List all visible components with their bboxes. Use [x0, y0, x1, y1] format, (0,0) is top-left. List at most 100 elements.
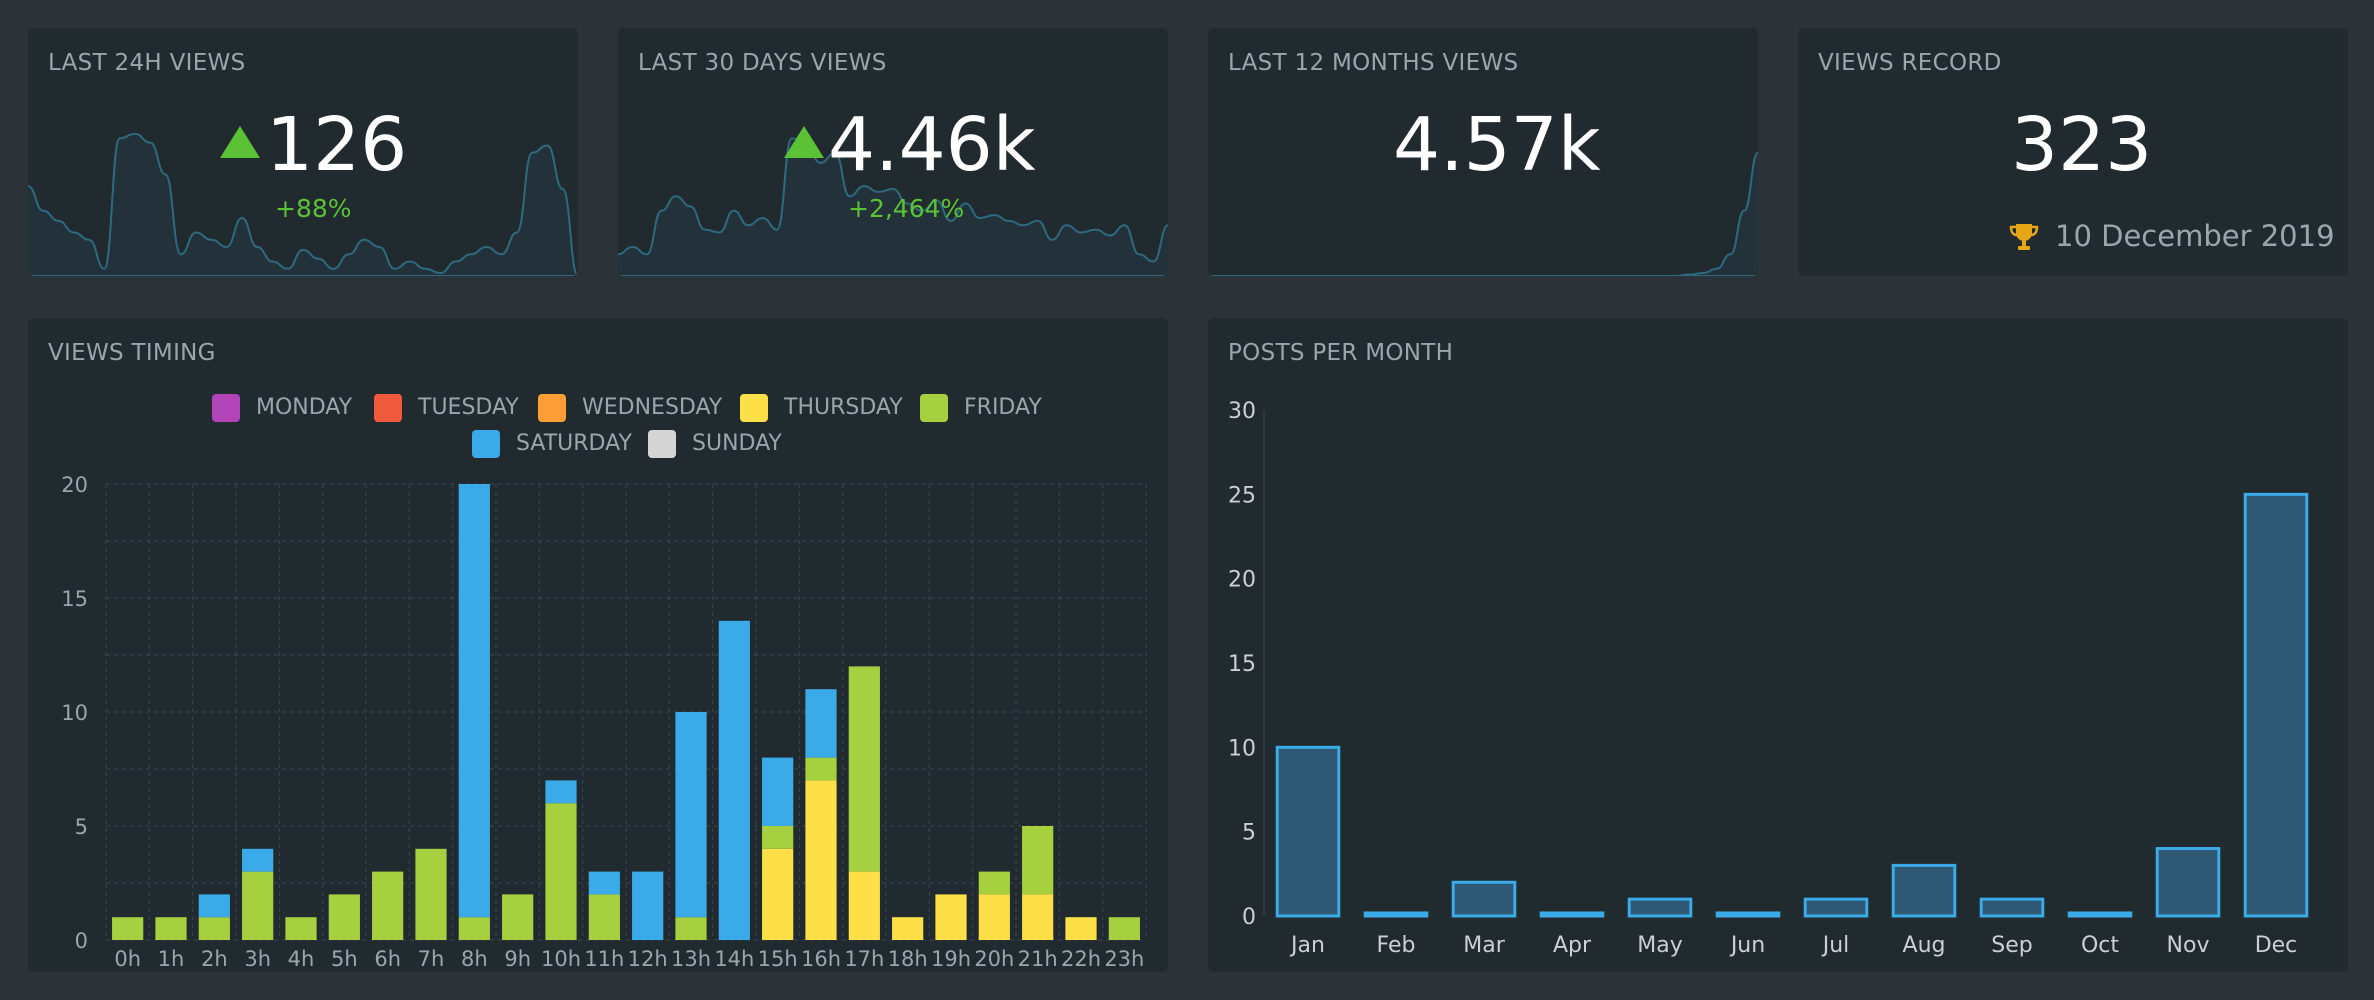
bar-segment-friday[interactable] [112, 917, 144, 940]
trend-up-icon [784, 126, 824, 158]
bar-segment-friday[interactable] [1022, 826, 1054, 895]
card-value: 4.57k [1393, 102, 1601, 188]
bar-segment-thursday[interactable] [805, 780, 837, 940]
x-tick-label: 12h [628, 947, 668, 971]
bar-segment-friday[interactable] [415, 848, 447, 940]
legend-label: TUESDAY [418, 395, 519, 420]
bar-jun[interactable] [1715, 911, 1781, 918]
x-tick-label: 0h [114, 947, 141, 971]
legend-label: MONDAY [256, 395, 353, 420]
views-timing-chart: 0 5 10 15 20 0h 1h 2h 3h 4h 5h 6h 7h 8h 9h 10h 11h 12h 13h… [61, 473, 1147, 971]
bar-segment-saturday[interactable] [718, 620, 750, 940]
bar-segment-thursday[interactable] [848, 871, 880, 940]
x-tick-label: 13h [671, 947, 711, 971]
bar-apr[interactable] [1539, 911, 1605, 918]
card-change: +2,464% [848, 194, 965, 223]
legend-swatch [648, 430, 676, 458]
bar-segment-friday[interactable] [328, 894, 360, 940]
bar-sep[interactable] [1979, 897, 2045, 918]
card-last-12-months-views: LAST 12 MONTHS VIEWS 4.57k [1208, 28, 1758, 276]
bar-segment-friday[interactable] [198, 917, 230, 940]
y-tick-label: 0 [1242, 905, 1256, 930]
x-tick-label: 11h [584, 947, 624, 971]
x-tick-label: Jun [1729, 933, 1765, 958]
bar-segment-friday[interactable] [458, 917, 490, 940]
bar-segment-thursday[interactable] [978, 894, 1010, 940]
bar-segment-saturday[interactable] [198, 894, 230, 918]
bar-segment-friday[interactable] [502, 894, 534, 940]
x-tick-label: Apr [1553, 933, 1592, 958]
bar-segment-friday[interactable] [762, 826, 794, 849]
bar-segment-saturday[interactable] [762, 757, 794, 826]
bar-segment-saturday[interactable] [588, 871, 620, 895]
bar-segment-saturday[interactable] [675, 712, 707, 918]
bar-segment-friday[interactable] [372, 871, 404, 940]
bar-nov[interactable] [2155, 847, 2221, 918]
x-tick-label: 23h [1104, 947, 1144, 971]
bar-segment-friday[interactable] [588, 894, 620, 940]
y-tick-label: 10 [1228, 736, 1256, 761]
bar-jul[interactable] [1803, 897, 1869, 918]
bar-oct[interactable] [2067, 911, 2133, 918]
bar-aug[interactable] [1891, 863, 1957, 918]
bar-segment-saturday[interactable] [242, 848, 274, 872]
card-value: 4.46k [828, 102, 1036, 188]
y-tick-label: 5 [75, 815, 88, 839]
bar-segment-friday[interactable] [675, 917, 707, 940]
x-tick-label: Nov [2167, 933, 2210, 958]
bar-segment-saturday[interactable] [545, 780, 577, 804]
bar-segment-saturday[interactable] [632, 871, 664, 940]
x-tick-label: 22h [1061, 947, 1101, 971]
bar-may[interactable] [1627, 897, 1693, 918]
x-tick-label: May [1637, 933, 1682, 958]
y-tick-label: 25 [1228, 483, 1256, 508]
bar-segment-thursday[interactable] [935, 894, 967, 940]
card-last-30-days-views: LAST 30 DAYS VIEWS 4.46k +2,464% [618, 28, 1168, 276]
bar-segment-friday[interactable] [1108, 917, 1140, 940]
bar-jan[interactable] [1275, 745, 1341, 918]
x-tick-label: 15h [758, 947, 798, 971]
sparkline-area [618, 138, 1168, 276]
bar-segment-thursday[interactable] [762, 848, 794, 940]
x-tick-label: Aug [1903, 933, 1946, 958]
trend-up-icon [220, 126, 260, 158]
bar-segment-saturday[interactable] [805, 689, 837, 758]
x-tick-label: 16h [801, 947, 841, 971]
bar-segment-friday[interactable] [545, 803, 577, 940]
bar-segment-thursday[interactable] [1022, 894, 1054, 940]
x-tick-label: 10h [541, 947, 581, 971]
bar-dec[interactable] [2243, 492, 2309, 918]
bar-segment-friday[interactable] [805, 757, 837, 781]
legend-label: FRIDAY [964, 395, 1042, 420]
x-tick-label: Dec [2255, 933, 2298, 958]
y-tick-label: 5 [1242, 821, 1256, 846]
x-tick-label: 14h [714, 947, 754, 971]
legend-label: WEDNESDAY [582, 395, 723, 420]
x-tick-label: 9h [504, 947, 531, 971]
bar-segment-thursday[interactable] [1065, 917, 1097, 940]
card-value: 126 [266, 102, 408, 188]
legend-swatch [920, 394, 948, 422]
bar-segment-friday[interactable] [285, 917, 317, 940]
bar-mar[interactable] [1451, 880, 1517, 918]
card-views-record: VIEWS RECORD 323 10 December 2019 [1798, 28, 2348, 276]
legend-swatch [472, 430, 500, 458]
trophy-icon [2009, 224, 2039, 250]
card-last-24h-views: LAST 24H VIEWS 126 +88% [28, 28, 578, 276]
bar-segment-friday[interactable] [242, 871, 274, 940]
legend-label: THURSDAY [784, 395, 903, 420]
bar-segment-friday[interactable] [848, 666, 880, 872]
card-title: LAST 30 DAYS VIEWS [638, 50, 887, 76]
y-tick-label: 20 [61, 473, 88, 497]
sparkline-line [28, 132, 578, 276]
x-tick-label: 3h [244, 947, 271, 971]
bar-feb[interactable] [1363, 911, 1429, 918]
legend-swatch [740, 394, 768, 422]
bar-segment-thursday[interactable] [892, 917, 924, 940]
x-tick-label: Jul [1821, 933, 1850, 958]
bar-segment-friday[interactable] [155, 917, 187, 940]
x-tick-label: 20h [974, 947, 1014, 971]
bar-segment-friday[interactable] [978, 871, 1010, 895]
bar-segment-saturday[interactable] [458, 484, 490, 918]
x-tick-label: 7h [418, 947, 445, 971]
